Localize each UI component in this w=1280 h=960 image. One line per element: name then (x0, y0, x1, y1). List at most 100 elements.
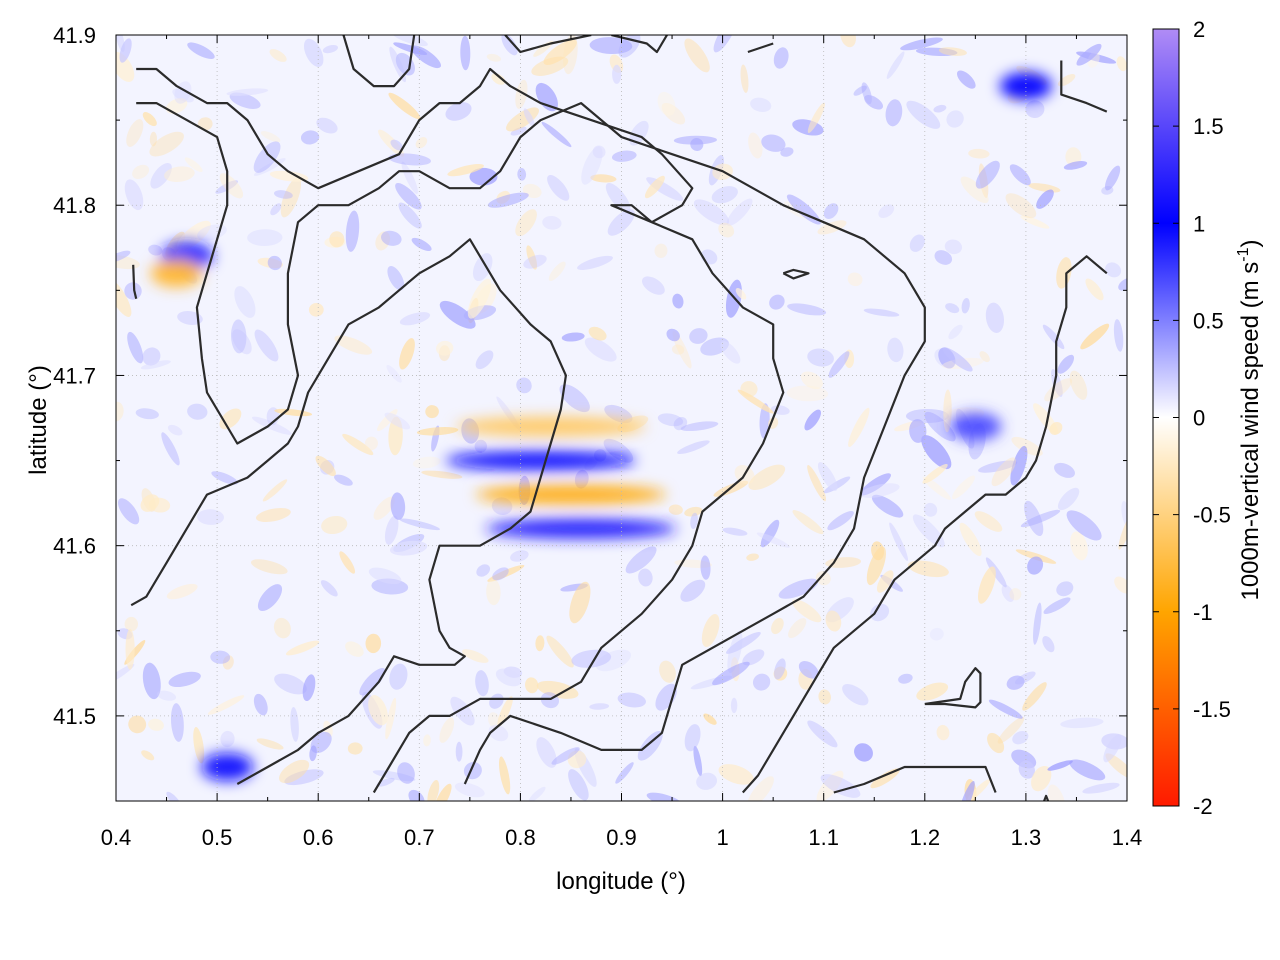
x-tick-label: 0.4 (101, 825, 132, 850)
texture-cell (909, 234, 925, 252)
texture-cell (373, 496, 395, 520)
texture-cell (1042, 324, 1065, 350)
texture-cell (673, 417, 688, 431)
texture-cell (1027, 556, 1044, 575)
texture-cell (211, 471, 239, 485)
x-tick-label: 0.6 (303, 825, 334, 850)
texture-cell (116, 250, 131, 263)
texture-cell (696, 772, 718, 790)
texture-cell (140, 360, 171, 370)
y-tick-label: 41.6 (53, 534, 96, 559)
texture-cell (408, 789, 425, 801)
texture-cell (436, 340, 454, 356)
texture-cell (979, 351, 990, 363)
colorbar-tick-label: 0 (1193, 406, 1205, 431)
texture-cell (644, 175, 665, 199)
texture-cell (399, 338, 415, 370)
texture-cell (172, 88, 194, 103)
texture-cell (445, 102, 472, 121)
texture-cell (997, 717, 1025, 744)
texture-cell (474, 439, 488, 453)
texture-cell (774, 658, 786, 680)
texture-cell (817, 220, 847, 235)
texture-cell (454, 782, 485, 798)
texture-cell (771, 617, 784, 635)
texture-cell (1024, 500, 1044, 537)
texture-cell (866, 546, 886, 586)
texture-cell (168, 671, 201, 688)
texture-cell (703, 713, 717, 725)
heatmap-feature (486, 518, 677, 539)
texture-cell (968, 148, 990, 159)
texture-cell (116, 279, 132, 317)
texture-cell (460, 35, 471, 71)
texture-cell (250, 559, 288, 575)
colorbar-tick-label: 1 (1193, 211, 1205, 236)
x-tick-label: 0.8 (505, 825, 536, 850)
texture-cell (607, 209, 635, 236)
texture-cell (510, 126, 527, 136)
heatmap-feature (445, 450, 636, 471)
colorbar-tick-label: -2 (1193, 794, 1213, 819)
texture-cell (567, 750, 587, 769)
heatmap-texture (116, 35, 1127, 801)
texture-cell (847, 272, 863, 287)
texture-cell (388, 92, 421, 120)
texture-cell (886, 51, 905, 79)
texture-cell (118, 498, 140, 525)
texture-cell (958, 780, 975, 801)
texture-cell (942, 347, 973, 372)
texture-cell (308, 302, 324, 317)
texture-cell (726, 631, 761, 654)
texture-cell (750, 97, 772, 112)
texture-cell (1011, 436, 1043, 456)
colorbar-label-main: 1000m-vertical wind speed (m s (1237, 262, 1264, 601)
texture-cell (536, 737, 557, 768)
texture-cell (523, 254, 547, 269)
texture-cell (1105, 262, 1122, 278)
texture-cell (161, 432, 180, 466)
texture-cell (302, 674, 316, 702)
texture-cell (912, 514, 945, 548)
texture-cell (906, 100, 941, 129)
texture-cell (132, 164, 150, 179)
y-tick-label: 41.5 (53, 704, 96, 729)
texture-cell (711, 186, 738, 204)
texture-cell (1033, 602, 1042, 645)
texture-cell (220, 730, 235, 748)
texture-cell (690, 512, 698, 530)
texture-cell (761, 134, 786, 152)
texture-cell (720, 341, 741, 364)
texture-cell (929, 627, 944, 641)
colorbar-label: 1000m-vertical wind speed (m s-1) (1235, 239, 1264, 600)
texture-cell (693, 199, 730, 226)
texture-cell (561, 332, 585, 342)
texture-cell (684, 38, 710, 73)
texture-cell (1069, 370, 1088, 400)
texture-cell (860, 473, 891, 496)
texture-cell (742, 649, 765, 666)
texture-cell (677, 440, 710, 455)
texture-cell (427, 779, 440, 801)
colorbar-ticks: -2 -1.5 -1 -0.5 0 0.5 1 1.5 2 (1153, 17, 1231, 819)
contour-lines (130, 35, 1108, 801)
texture-cell (807, 465, 827, 502)
texture-cell (492, 567, 509, 581)
texture-cell (871, 494, 904, 518)
texture-cell (617, 692, 646, 708)
heatmap-feature (455, 416, 646, 437)
texture-cell (1018, 760, 1035, 779)
texture-cell (657, 413, 684, 427)
texture-cell (804, 409, 821, 431)
texture-cell (921, 435, 952, 470)
heatmap-feature (949, 412, 1002, 441)
texture-cell (823, 203, 839, 219)
texture-cell (1020, 509, 1061, 528)
texture-cell (840, 35, 856, 48)
contour-line (924, 667, 982, 709)
texture-cell (467, 278, 492, 319)
texture-cell (701, 613, 720, 648)
texture-cell (680, 421, 719, 432)
texture-cell (142, 662, 161, 700)
texture-cell (934, 250, 953, 265)
